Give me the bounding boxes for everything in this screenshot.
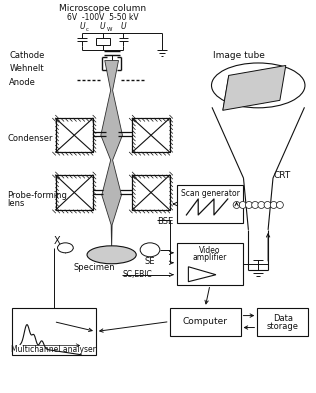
Bar (132, 175, 170, 210)
Text: lens: lens (7, 200, 25, 208)
Text: SE: SE (145, 257, 155, 266)
Text: U: U (121, 22, 126, 31)
Text: W: W (107, 27, 112, 32)
Polygon shape (188, 267, 216, 282)
Text: Cathode: Cathode (9, 51, 45, 60)
Text: X: X (54, 236, 60, 246)
Bar (56, 118, 93, 152)
Text: BSE: BSE (157, 217, 173, 226)
Text: SC,EBIC: SC,EBIC (123, 270, 152, 279)
Ellipse shape (140, 243, 160, 257)
Bar (132, 118, 170, 152)
Ellipse shape (87, 246, 136, 264)
Text: Image tube: Image tube (213, 51, 264, 60)
Text: Data: Data (273, 314, 293, 323)
Bar (257, 308, 308, 336)
Text: Microscope column: Microscope column (59, 4, 146, 13)
Text: Wehnelt: Wehnelt (9, 64, 44, 73)
Circle shape (252, 202, 258, 208)
Bar (177, 185, 244, 223)
Bar (56, 175, 93, 210)
Bar (56, 118, 93, 152)
Text: U: U (100, 22, 106, 31)
Circle shape (246, 202, 252, 208)
Text: 6V  -100V  5-50 kV: 6V -100V 5-50 kV (67, 13, 139, 22)
Text: Specimen: Specimen (73, 263, 115, 272)
Text: Anode: Anode (9, 78, 36, 87)
Polygon shape (101, 61, 123, 250)
Circle shape (239, 202, 246, 208)
Text: Scan generator: Scan generator (180, 189, 240, 198)
Text: storage: storage (267, 322, 299, 331)
Circle shape (270, 202, 277, 208)
Text: Video: Video (199, 246, 221, 255)
Text: U: U (79, 22, 85, 31)
Bar (56, 175, 93, 210)
Circle shape (276, 202, 283, 208)
Circle shape (258, 202, 265, 208)
Bar (132, 175, 170, 210)
Text: Probe-forming: Probe-forming (7, 191, 67, 200)
Bar (177, 243, 244, 285)
Polygon shape (223, 66, 286, 110)
Text: Computer: Computer (183, 317, 228, 326)
Text: c: c (86, 27, 89, 32)
Bar (96, 38, 110, 44)
Text: amplifier: amplifier (193, 253, 227, 262)
Circle shape (264, 202, 271, 208)
Bar (132, 118, 170, 152)
Text: Condenser: Condenser (7, 134, 53, 143)
Ellipse shape (211, 63, 305, 108)
Bar (12, 308, 96, 355)
Text: Multichannel analyser: Multichannel analyser (11, 345, 96, 354)
Bar (170, 308, 240, 336)
Circle shape (233, 202, 240, 208)
Ellipse shape (58, 243, 73, 253)
Text: CRT: CRT (274, 171, 291, 180)
